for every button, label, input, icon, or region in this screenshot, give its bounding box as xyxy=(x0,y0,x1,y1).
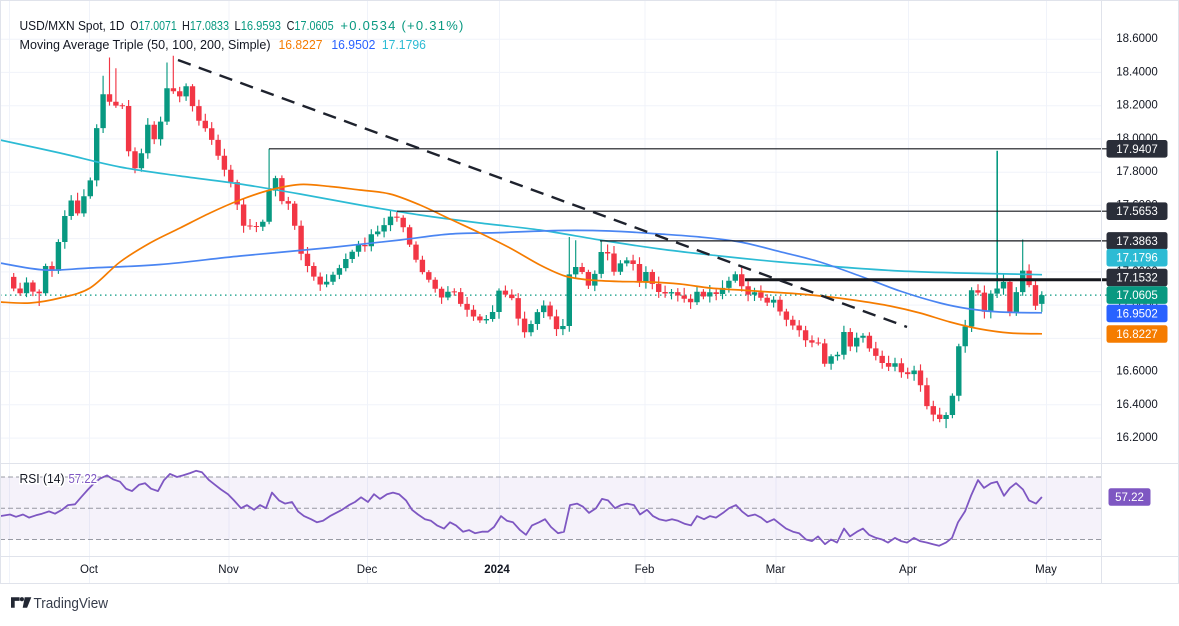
svg-text:16.6000: 16.6000 xyxy=(1116,366,1158,378)
svg-text:17.9407: 17.9407 xyxy=(1116,144,1158,156)
svg-text:18.2000: 18.2000 xyxy=(1116,100,1158,112)
svg-text:57.22: 57.22 xyxy=(1115,492,1144,504)
svg-text:18.4000: 18.4000 xyxy=(1116,66,1158,78)
svg-text:18.6000: 18.6000 xyxy=(1116,33,1158,45)
svg-text:17.0605: 17.0605 xyxy=(1116,290,1158,302)
svg-text:RSI (14): RSI (14) xyxy=(20,472,65,486)
svg-text:Dec: Dec xyxy=(357,564,378,576)
svg-text:17.1532: 17.1532 xyxy=(1116,273,1158,285)
svg-text:H17.0833: H17.0833 xyxy=(182,18,229,33)
svg-text:O17.0071: O17.0071 xyxy=(130,18,177,33)
svg-text:Mar: Mar xyxy=(766,564,786,576)
svg-text:May: May xyxy=(1035,564,1057,576)
svg-text:Nov: Nov xyxy=(218,564,239,576)
svg-text:Oct: Oct xyxy=(80,564,99,576)
svg-text:16.2000: 16.2000 xyxy=(1116,432,1158,444)
svg-text:L16.9593: L16.9593 xyxy=(235,18,282,33)
svg-text:17.1796: 17.1796 xyxy=(1116,253,1158,265)
svg-text:Feb: Feb xyxy=(635,564,655,576)
svg-text:Moving Average Triple (50, 100: Moving Average Triple (50, 100, 200, Sim… xyxy=(20,37,271,52)
svg-text:17.1796: 17.1796 xyxy=(382,37,426,52)
svg-text:16.9502: 16.9502 xyxy=(331,37,375,52)
svg-text:17.3863: 17.3863 xyxy=(1116,236,1158,248)
svg-text:+0.0534 (+0.31%): +0.0534 (+0.31%) xyxy=(340,18,463,33)
svg-text:16.8227: 16.8227 xyxy=(1116,329,1158,341)
svg-text:2024: 2024 xyxy=(484,564,510,576)
svg-text:16.4000: 16.4000 xyxy=(1116,399,1158,411)
svg-text:TradingView: TradingView xyxy=(34,595,109,612)
svg-text:Apr: Apr xyxy=(899,564,917,576)
svg-text:16.9502: 16.9502 xyxy=(1116,308,1158,320)
svg-text:17.5653: 17.5653 xyxy=(1116,206,1158,218)
svg-text:16.8227: 16.8227 xyxy=(279,37,323,52)
svg-text:C17.0605: C17.0605 xyxy=(287,18,334,33)
svg-text:17.8000: 17.8000 xyxy=(1116,166,1158,178)
svg-text:USD/MXN Spot, 1D: USD/MXN Spot, 1D xyxy=(20,18,125,33)
svg-text:57.22: 57.22 xyxy=(69,472,98,486)
